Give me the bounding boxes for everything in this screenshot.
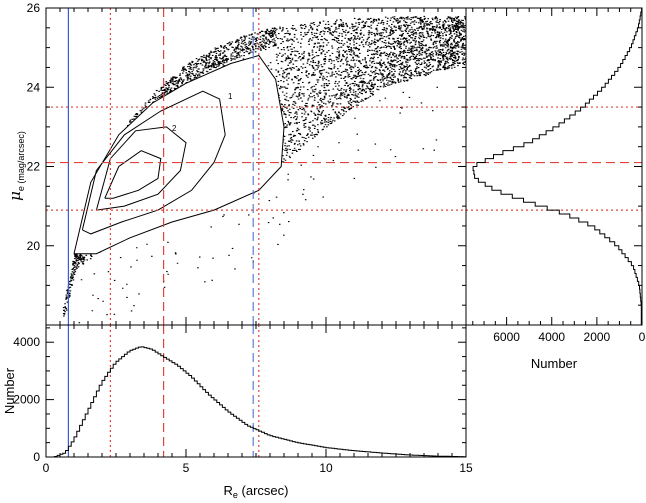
main-y-tick-label: 22 <box>27 160 41 174</box>
contour-1 <box>73 54 285 255</box>
main-ref-lines <box>46 8 466 325</box>
right-panel: 6000 4000 2000 0 Number <box>465 7 646 371</box>
bottom-x-tick-label: 5 <box>183 461 190 475</box>
right-x-tick-label: 0 <box>639 330 646 344</box>
contour-label-1: 1 <box>228 92 233 101</box>
bottom-y-tick-label: 0 <box>33 450 40 464</box>
contour-4 <box>104 150 162 199</box>
main-y-tick-label: 26 <box>27 1 41 15</box>
contour-label-2: 2 <box>172 124 177 133</box>
bottom-y-tick-label: 2000 <box>13 393 40 407</box>
right-ref-lines <box>466 106 642 211</box>
right-x-tick-label: 4000 <box>538 330 565 344</box>
right-x-tick-label: 2000 <box>584 330 611 344</box>
bottom-x-axis-label: Re (arcsec) <box>224 483 289 500</box>
bottom-x-tick-label: 15 <box>459 461 473 475</box>
main-y-tick-label: 20 <box>27 239 41 253</box>
bottom-x-axis-unit: (arcsec) <box>238 483 289 498</box>
right-x-ticks: 6000 4000 2000 0 <box>472 7 646 344</box>
bottom-frame <box>45 324 467 458</box>
main-y-axis-label: μe (mag/arcsec) <box>6 131 26 201</box>
bottom-y-ticks: 0 2000 4000 <box>13 327 466 464</box>
contours <box>73 54 285 255</box>
bottom-x-axis-sub: e <box>233 490 238 500</box>
main-x-ticks <box>45 8 467 325</box>
contour-2 <box>81 90 226 235</box>
main-y-axis-symbol: μ <box>6 191 24 201</box>
bottom-x-axis-symbol: R <box>224 483 233 498</box>
main-y-axis-sub: e (mag/arcsec) <box>16 131 26 191</box>
bottom-x-tick-label: 0 <box>43 461 50 475</box>
contour-3 <box>95 126 187 211</box>
bottom-x-tick-label: 10 <box>319 461 333 475</box>
right-x-tick-label: 6000 <box>493 330 520 344</box>
right-frame <box>465 7 643 326</box>
bottom-x-ticks: 0 5 10 15 <box>43 325 473 475</box>
bottom-y-axis-label: Number <box>2 367 17 414</box>
scatter-points <box>62 15 466 324</box>
right-histogram-curve <box>472 8 642 325</box>
bottom-ref-lines <box>67 325 260 457</box>
contour-interior <box>74 55 284 254</box>
bottom-histogram-curve <box>53 346 466 457</box>
main-contour-labels: 21 <box>172 92 233 133</box>
right-x-axis-label: Number <box>531 356 578 371</box>
bottom-panel: 0 2000 4000 0 5 10 15 Number Re (arcsec) <box>2 324 473 500</box>
bottom-y-tick-label: 4000 <box>13 335 40 349</box>
main-y-tick-label: 24 <box>27 80 41 94</box>
